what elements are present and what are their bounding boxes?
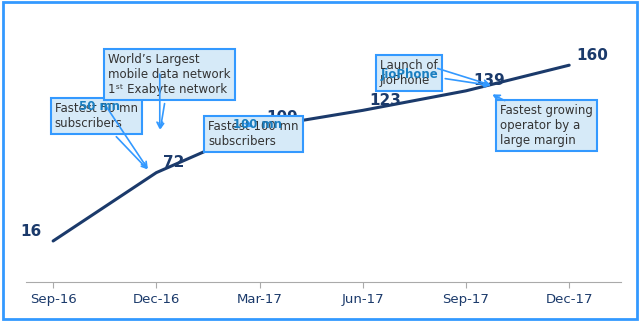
Text: 50 mn: 50 mn (79, 100, 120, 113)
Text: 139: 139 (473, 74, 504, 88)
Text: World’s Largest
mobile data network
1ˢᵗ Exabyte network: World’s Largest mobile data network 1ˢᵗ … (108, 53, 230, 128)
Text: 100 mn: 100 mn (233, 118, 282, 131)
Text: 72: 72 (163, 155, 184, 170)
Text: 123: 123 (370, 93, 401, 108)
Text: JioPhone: JioPhone (381, 68, 438, 81)
Text: Fastest 100 mn
subscribers: Fastest 100 mn subscribers (208, 120, 298, 148)
Text: 16: 16 (20, 223, 41, 239)
Text: Fastest 50 mn
subscribers: Fastest 50 mn subscribers (55, 102, 147, 168)
Text: 109: 109 (266, 110, 298, 125)
Text: Fastest growing
operator by a
large margin: Fastest growing operator by a large marg… (494, 96, 593, 147)
Text: Launch of
JioPhone: Launch of JioPhone (380, 59, 489, 87)
Text: 160: 160 (576, 48, 608, 63)
